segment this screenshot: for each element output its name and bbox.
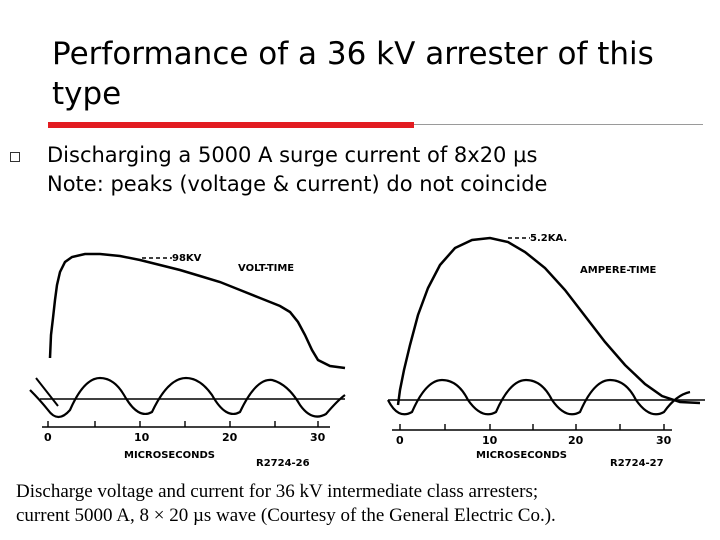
caption-line-2: current 5000 A, 8 × 20 µs wave (Courtesy… [16, 505, 556, 526]
caption-line-1: Discharge voltage and current for 36 kV … [16, 481, 539, 502]
current-axis-label: MICROSECONDS [476, 450, 567, 461]
slide-title: Performance of a 36 kV arrester of this … [52, 36, 654, 112]
oscillogram-figure: 98KV VOLT-TIME 0 10 20 30 MICROSECONDS R… [29, 233, 705, 469]
current-axis-tick-30: 30 [656, 434, 672, 447]
current-peak-label: 5.2KA. [530, 233, 567, 244]
current-figure-code: R2724-27 [610, 458, 664, 469]
bullet-line-1: Discharging a 5000 A surge current of 8x… [47, 143, 538, 167]
voltage-peak-label: 98KV [172, 253, 202, 264]
volt-axis-tick-30: 30 [310, 431, 326, 444]
volt-axis-tick-0: 0 [44, 431, 52, 444]
bullet-item: Discharging a 5000 A surge current of 8x… [47, 141, 707, 199]
volt-axis-tick-20: 20 [222, 431, 238, 444]
title-accent-bar [48, 122, 414, 128]
current-reference-sinusoid [387, 378, 691, 416]
bullet-line-2: Note: peaks (voltage & current) do not c… [47, 172, 548, 196]
ampere-time-panel: 5.2KA. AMPERE-TIME 0 10 20 30 MICROSECON… [387, 233, 705, 469]
current-axis-tick-20: 20 [568, 434, 584, 447]
ampere-time-title: AMPERE-TIME [580, 265, 657, 276]
volt-axis-tick-10: 10 [134, 431, 150, 444]
volt-time-title: VOLT-TIME [238, 263, 294, 274]
current-axis-tick-0: 0 [396, 434, 404, 447]
current-axis-tick-10: 10 [482, 434, 498, 447]
voltage-trace [48, 252, 346, 370]
volt-axis-label: MICROSECONDS [124, 450, 215, 461]
volt-time-panel: 98KV VOLT-TIME 0 10 20 30 MICROSECONDS R… [29, 252, 346, 469]
voltage-reference-sinusoid [29, 376, 346, 419]
voltage-onset-stroke [35, 377, 59, 407]
volt-figure-code: R2724-26 [256, 458, 310, 469]
bullet-square-icon [10, 152, 20, 162]
current-trace [396, 236, 701, 406]
figure-caption: Discharge voltage and current for 36 kV … [16, 480, 716, 528]
